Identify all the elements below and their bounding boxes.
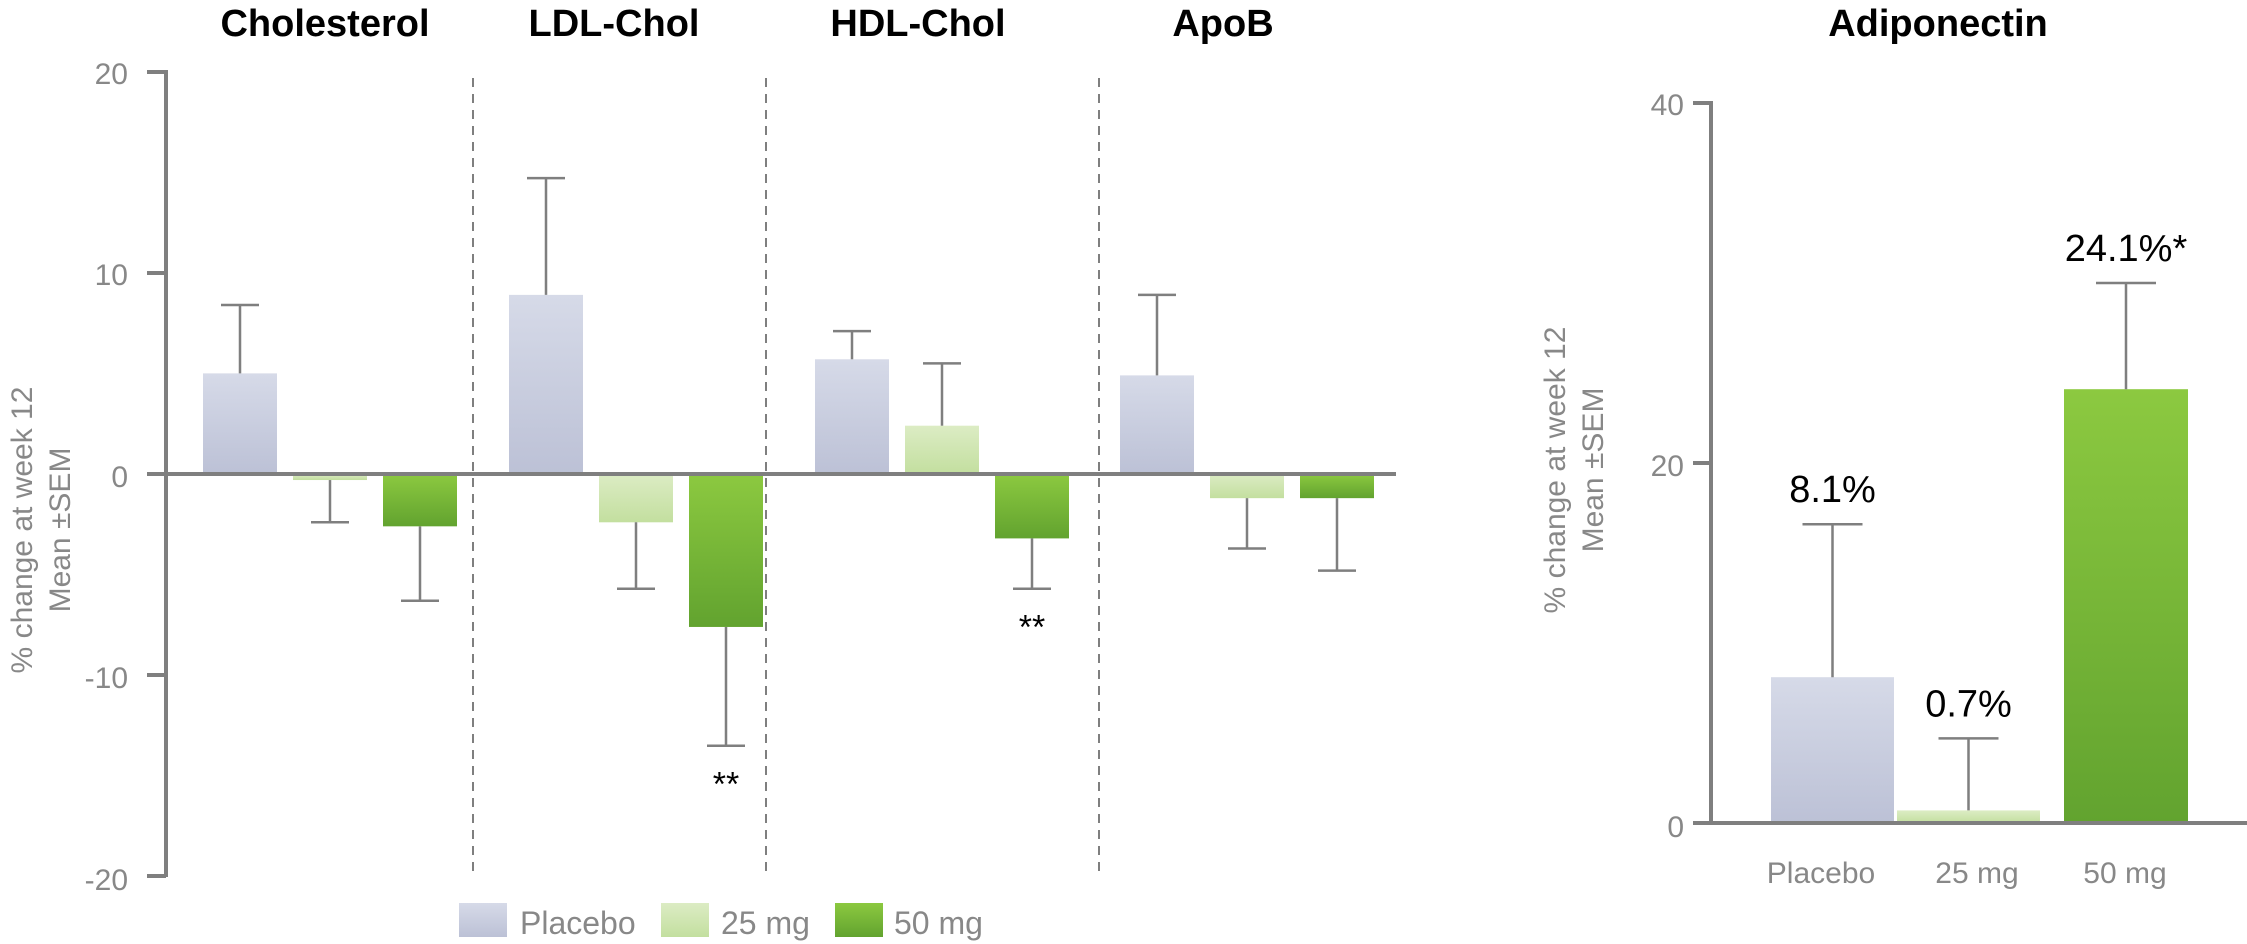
right-y-ticks: 40 20 0	[1651, 89, 1684, 844]
left-ytick-0: 0	[111, 461, 128, 494]
bar-cholesterol-50-mg	[383, 474, 457, 527]
left-y-axis	[147, 70, 168, 878]
adiponectin-bar-placebo-value-label: 8.1%	[1789, 469, 1876, 511]
right-y-axis	[1693, 101, 1713, 825]
right-value-labels: 8.1% 0.7% 24.1%*	[1789, 228, 2187, 725]
left-ytick-10: 10	[95, 259, 128, 292]
left-annotations: ** **	[713, 609, 1045, 804]
left-ytick-20: 20	[95, 58, 128, 91]
left-y-ticks: 20 10 0 -10 -20	[85, 58, 128, 897]
right-chart: Adiponectin % change at week 12 Mean ±SE…	[1539, 3, 2247, 890]
group-dividers	[472, 78, 1100, 876]
group-title-hdl: HDL-Chol	[830, 3, 1005, 45]
legend-label-50mg: 50 mg	[894, 905, 983, 941]
right-ytick-20: 20	[1651, 450, 1684, 483]
left-y-label: % change at week 12 Mean ±SEM	[6, 387, 77, 674]
legend-swatch-placebo	[459, 903, 507, 937]
bar-apob-50-mg	[1300, 474, 1374, 499]
legend: Placebo 25 mg 50 mg	[459, 903, 983, 941]
left-chart: Cholesterol LDL-Chol HDL-Chol ApoB % cha…	[6, 3, 1396, 941]
bar-cholesterol-placebo	[203, 373, 277, 474]
bar-ldl-chol-placebo	[509, 294, 583, 474]
significance-ldl-chol: **	[713, 766, 739, 804]
right-x-ticks: Placebo 25 mg 50 mg	[1767, 857, 2167, 890]
right-ytick-0: 0	[1667, 811, 1684, 844]
bar-hdl-chol-placebo	[815, 359, 889, 474]
left-ytick-neg20: -20	[85, 864, 128, 897]
left-bars	[203, 176, 1374, 747]
legend-label-placebo: Placebo	[520, 905, 636, 941]
left-y-label-line2: Mean ±SEM	[44, 448, 77, 613]
adiponectin-bar-placebo	[1771, 677, 1894, 823]
group-title-ldl: LDL-Chol	[529, 3, 700, 45]
right-y-label-line1: % change at week 12	[1539, 327, 1572, 614]
bar-ldl-chol-25-mg	[599, 474, 673, 523]
adiponectin-bar-25-mg	[1897, 810, 2040, 823]
adiponectin-bar-25-mg-value-label: 0.7%	[1925, 683, 2012, 725]
significance-hdl-chol: **	[1019, 609, 1045, 647]
right-chart-title: Adiponectin	[1828, 3, 2048, 45]
bar-hdl-chol-25-mg	[905, 425, 979, 474]
right-ytick-40: 40	[1651, 89, 1684, 122]
right-xtick-placebo: Placebo	[1767, 857, 1875, 890]
right-y-label: % change at week 12 Mean ±SEM	[1539, 327, 1610, 614]
right-xtick-50mg: 50 mg	[2083, 857, 2166, 890]
group-title-cholesterol: Cholesterol	[220, 3, 429, 45]
right-xtick-25mg: 25 mg	[1935, 857, 2018, 890]
adiponectin-bar-50-mg-value-label: 24.1%*	[2065, 228, 2188, 270]
legend-swatch-50mg	[835, 903, 883, 937]
bar-hdl-chol-50-mg	[995, 474, 1069, 539]
right-bars	[1771, 281, 2188, 823]
adiponectin-bar-50-mg	[2064, 389, 2188, 823]
left-group-titles: Cholesterol LDL-Chol HDL-Chol ApoB	[220, 3, 1273, 45]
right-y-label-line2: Mean ±SEM	[1577, 388, 1610, 553]
bar-cholesterol-25-mg	[293, 474, 367, 481]
left-y-label-line1: % change at week 12	[6, 387, 39, 674]
legend-label-25mg: 25 mg	[721, 905, 810, 941]
legend-swatch-25mg	[661, 903, 709, 937]
bar-apob-placebo	[1120, 375, 1194, 474]
group-title-apob: ApoB	[1172, 3, 1273, 45]
left-ytick-neg10: -10	[85, 662, 128, 695]
bar-ldl-chol-50-mg	[689, 474, 763, 627]
bar-apob-25-mg	[1210, 474, 1284, 499]
